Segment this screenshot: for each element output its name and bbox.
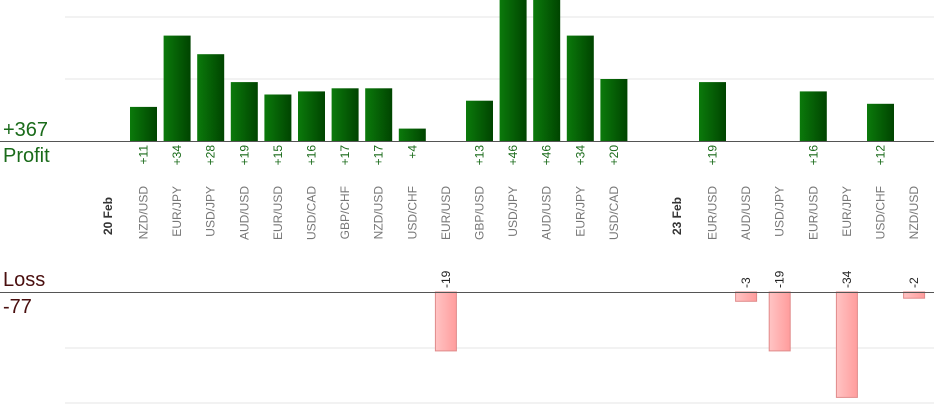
loss-value-label: -34 — [840, 270, 854, 288]
profit-value-label: +17 — [372, 145, 386, 166]
loss-value-label: -3 — [739, 277, 753, 288]
profit-bar — [867, 103, 894, 141]
category-label: EUR/JPY — [840, 186, 854, 237]
loss-bar — [835, 291, 858, 398]
profit-value-label: +16 — [305, 145, 319, 166]
profit-label: Profit — [3, 145, 50, 167]
category-label: USD/CHF — [405, 186, 419, 239]
category-label: EUR/JPY — [573, 186, 587, 237]
profit-bar — [197, 54, 225, 142]
category-label: AUD/USD — [739, 186, 753, 240]
loss-value-label: -19 — [439, 270, 453, 288]
profit-value-label: +46 — [506, 145, 520, 166]
category-label: EUR/JPY — [170, 186, 184, 237]
profit-value-label: +20 — [607, 145, 621, 166]
category-label: NZD/USD — [372, 186, 386, 240]
category-label: GBP/CHF — [338, 186, 352, 239]
profit-bar — [398, 128, 426, 141]
profit-bar — [264, 94, 292, 141]
loss-value-label: -19 — [773, 270, 787, 288]
category-label: EUR/USD — [706, 186, 720, 240]
category-label: USD/CAD — [305, 186, 319, 240]
profit-value-label: +15 — [271, 145, 285, 166]
category-label: EUR/USD — [806, 186, 820, 240]
profit-value-label: +34 — [573, 145, 587, 166]
loss-total: -77 — [3, 296, 32, 318]
category-label: USD/JPY — [204, 186, 218, 237]
category-label: EUR/USD — [271, 186, 285, 240]
profit-value-label: +19 — [706, 145, 720, 166]
profit-bar — [230, 82, 258, 141]
category-label: USD/CHF — [874, 186, 888, 239]
loss-bar — [735, 291, 758, 302]
profit-bar — [466, 100, 493, 141]
profit-bar — [533, 0, 561, 142]
profit-value-label: +11 — [137, 145, 151, 165]
profit-bar — [799, 91, 827, 141]
profit-value-label: +16 — [806, 145, 820, 166]
profit-value-label: +13 — [473, 145, 487, 166]
profit-bar — [365, 88, 393, 141]
category-label: USD/JPY — [506, 186, 520, 237]
profit-value-label: +46 — [540, 145, 554, 166]
profit-value-label: +17 — [338, 145, 352, 166]
category-label: GBP/USD — [473, 186, 487, 240]
profit-bar — [600, 79, 628, 141]
category-label: USD/JPY — [773, 186, 787, 237]
profit-bar — [499, 0, 527, 142]
profit-bar — [331, 88, 359, 141]
profit-bar — [566, 35, 594, 141]
category-label: AUD/USD — [540, 186, 554, 240]
profit-value-label: +34 — [170, 145, 184, 166]
loss-label: Loss — [3, 269, 46, 291]
category-label: NZD/USD — [907, 186, 921, 240]
loss-bar — [434, 291, 457, 352]
profit-bar — [130, 106, 157, 141]
loss-bar — [768, 291, 791, 352]
date-label: 23 Feb — [670, 197, 684, 235]
profit-total: +367 — [3, 119, 49, 141]
profit-value-label: +19 — [237, 145, 251, 166]
profit-value-label: +12 — [874, 145, 888, 166]
profit-bar — [699, 82, 726, 141]
profit-bar — [163, 35, 191, 141]
profit-bar — [298, 91, 325, 141]
category-label: USD/CAD — [607, 186, 621, 240]
date-label: 20 Feb — [101, 197, 115, 235]
category-label: AUD/USD — [237, 186, 251, 240]
profit-value-label: +28 — [204, 145, 218, 166]
profit-value-label: +4 — [405, 145, 419, 159]
category-label: NZD/USD — [137, 186, 151, 240]
category-label: EUR/USD — [439, 186, 453, 240]
loss-value-label: -2 — [907, 277, 921, 288]
